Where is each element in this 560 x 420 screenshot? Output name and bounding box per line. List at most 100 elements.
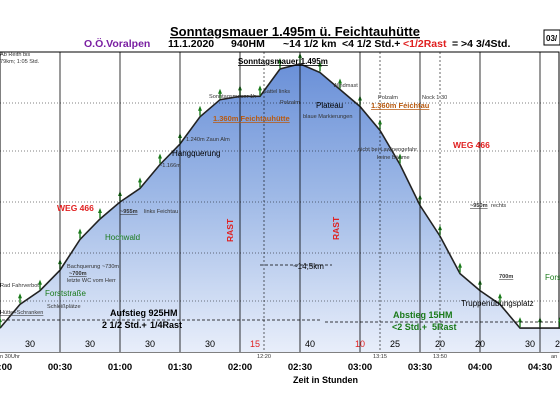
segment-duration: 30 — [145, 339, 155, 349]
segment-duration: 25 — [555, 339, 560, 349]
tree-marker — [498, 293, 502, 299]
m950-label: ~950m — [470, 203, 488, 209]
x-tick-label: 00:00 — [0, 362, 12, 373]
x-tick-label: 01:30 — [168, 362, 192, 373]
nock-label: Nock 1:30 — [422, 95, 447, 101]
plateau-label: Plateau — [316, 101, 343, 110]
distance-annotation: ~14,5km — [293, 262, 324, 271]
zaun-alm-label: 1.240m Zaun Alm — [186, 137, 230, 143]
x-tick-label: 04:30 — [528, 362, 552, 373]
an-label: an — [551, 354, 557, 360]
x-tick-label: 03:30 — [408, 362, 432, 373]
polzalm-right-label: Polzalm — [378, 95, 398, 101]
tree-marker — [0, 317, 2, 323]
date-label: 11.1.2020 — [168, 38, 214, 50]
schranken-label: Hütte+Schranken — [0, 310, 43, 316]
tree-marker — [138, 177, 142, 183]
segment-duration: 30 — [25, 339, 35, 349]
tree-marker — [518, 317, 522, 323]
feichtau-right-label: 1.360m Feichtau — [371, 101, 430, 110]
segment-duration: 10 — [355, 339, 365, 349]
x-tick-label: 02:00 — [228, 362, 252, 373]
time-rast-label: <1/2Rast — [403, 38, 447, 50]
rast-label-1: RAST — [225, 218, 235, 242]
rast-label-2: RAST — [331, 216, 341, 240]
tree-marker — [78, 228, 82, 234]
segment-duration: 20 — [475, 339, 485, 349]
sonntagsmauer-1h-label: Sonntagsmauer 1h — [209, 94, 256, 100]
forststrasse-right-label: Forst — [545, 273, 560, 282]
m955-label: ~955m — [120, 209, 138, 215]
fahrverbot-label: Rad Fahrverbot — [0, 283, 39, 289]
quer-1166-label: ~1.166m — [159, 163, 181, 169]
x-tick-label: 02:30 — [288, 362, 312, 373]
keine-baeume-label: keine Bäume — [377, 155, 410, 161]
annotations: Sonntagsmauer 1.495m Sattel links Platea… — [0, 52, 560, 385]
tree-marker — [318, 61, 322, 67]
feichtau-links-label: links Feichtau — [144, 209, 178, 215]
rechts-label: rechts — [491, 203, 506, 209]
tree-marker — [98, 208, 102, 214]
x-tick-label: 04:00 — [468, 362, 492, 373]
chart-title: Sonntagsmauer 1.495m ü. Feichtauhütte — [170, 24, 420, 39]
hm-label: 940HM — [231, 38, 265, 50]
forststrasse-left-label: Forststraße — [45, 289, 86, 298]
segment-duration: 15 — [250, 339, 260, 349]
tree-marker — [458, 262, 462, 268]
tree-marker — [218, 88, 222, 94]
segment-duration: 30 — [205, 339, 215, 349]
bachquerung-label: Bachquerung ~730m — [67, 264, 119, 270]
windmast-label: Windmast — [333, 83, 358, 89]
start30-label: n 30Uhr — [0, 354, 20, 360]
hochwald-label: Hochwald — [105, 233, 140, 242]
tree-marker — [258, 85, 262, 91]
aufstieg-line2-red: 1/4Rast — [150, 320, 182, 330]
tree-marker — [438, 225, 442, 231]
x-tick-label: 01:00 — [108, 362, 132, 373]
aufstieg-line2: 2 1/2 Std.+ — [102, 320, 147, 330]
marker-time: 12:20 — [257, 354, 271, 360]
abstieg-line1: Abstieg 15HM — [393, 310, 453, 320]
abstieg-line2: <2 Std.+ — [392, 322, 427, 332]
tree-marker — [38, 279, 42, 285]
ab-reith2-label: 79km; 1:05 Std. — [0, 59, 40, 65]
truppen-label: Truppenübungsplatz — [461, 299, 534, 308]
segment-duration: 30 — [85, 339, 95, 349]
corner-badge-box — [543, 29, 560, 46]
elevation-line — [0, 63, 560, 329]
lawinengefahr-label: nicht bei Lawinengefahr — [358, 147, 417, 153]
feichtau-left-label: 1.360m Feichtauhütte — [213, 114, 290, 123]
corner-badge: 03/ — [546, 34, 558, 43]
tree-marker — [158, 153, 162, 159]
time-total-label: = >4 3/4Std. — [452, 38, 510, 50]
marker-time: 13:50 — [433, 354, 447, 360]
x-tick-label: 00:30 — [48, 362, 72, 373]
x-tick-label: 03:00 — [348, 362, 372, 373]
time-a-label: <4 1/2 Std.+ — [342, 38, 400, 50]
tree-marker — [198, 105, 202, 111]
wc-label: letzte WC vom Herr — [67, 278, 116, 284]
hangquerung-label: Hangquerung — [172, 149, 220, 158]
marker-time: 13:15 — [373, 354, 387, 360]
weg-right-label: WEG 466 — [453, 140, 490, 150]
abstieg-line2-red: 5Rast — [432, 322, 457, 332]
segment-duration: 20 — [435, 339, 445, 349]
segment-duration: 30 — [525, 339, 535, 349]
weg-left-label: WEG 466 — [57, 203, 94, 213]
aufstieg-line1: Aufstieg 925HM — [110, 308, 178, 318]
x-axis-label: Zeit in Stunden — [293, 375, 358, 385]
tree-marker — [278, 58, 282, 64]
org-label: O.Ö.Voralpen — [84, 37, 150, 50]
polzalm-left-label: Polzalm — [280, 100, 300, 106]
ab-reith-label: Ab Reith bis — [0, 52, 30, 58]
segment-duration: 25 — [390, 339, 400, 349]
tree-marker — [338, 78, 342, 84]
blaue-markierungen-label: blaue Markierungen — [303, 114, 352, 120]
sattel-label: Sattel links — [263, 89, 290, 95]
tree-marker — [398, 153, 402, 159]
distance-label: ~14 1/2 km — [283, 38, 336, 50]
m700-left-label: ~700m — [69, 271, 87, 277]
tree-marker — [18, 293, 22, 299]
summit-label: Sonntagsmauer 1.495m — [238, 57, 328, 66]
